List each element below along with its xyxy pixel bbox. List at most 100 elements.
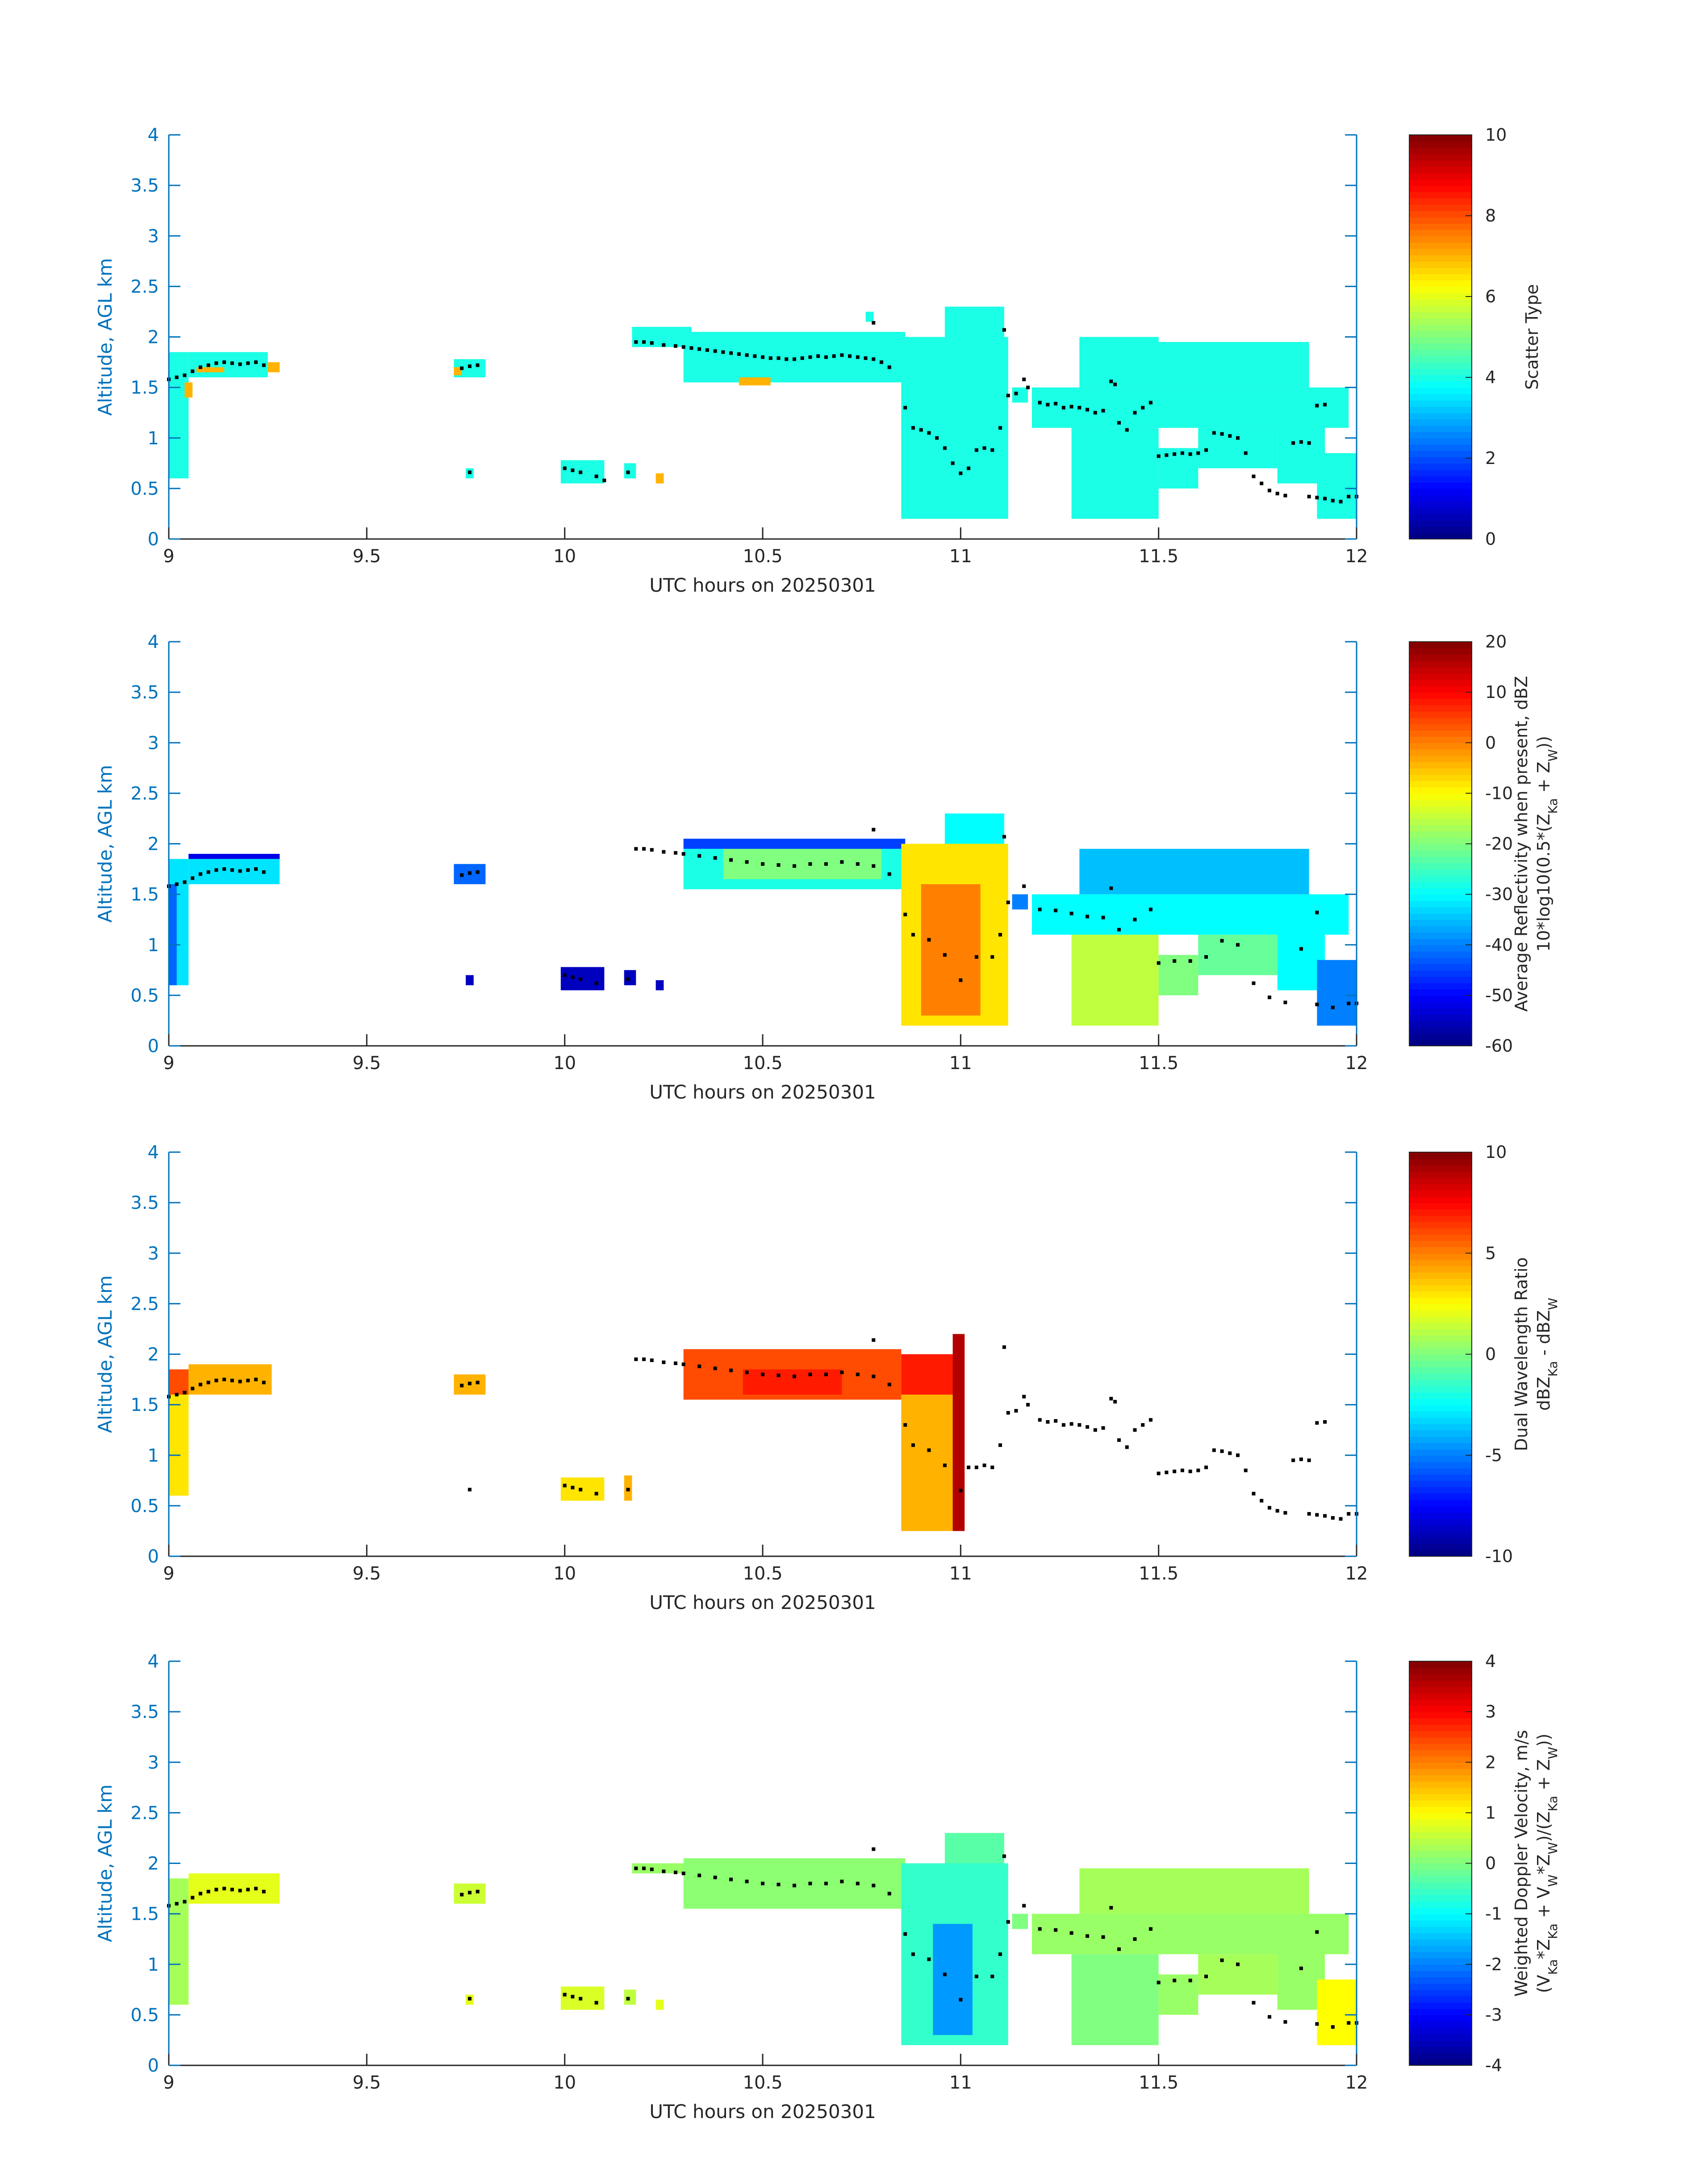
heatmap-cell <box>1158 448 1199 489</box>
profile-marker <box>911 1443 915 1447</box>
x-tick-label: 9.5 <box>353 2073 381 2093</box>
colorbar-swatch <box>1409 1806 1472 1813</box>
colorbar-swatch <box>1409 501 1472 508</box>
colorbar-swatch <box>1409 438 1472 445</box>
profile-markers <box>167 1847 1358 2029</box>
colorbar-swatch <box>1409 355 1472 363</box>
profile-marker <box>1101 915 1105 919</box>
colorbar-swatch <box>1409 1379 1472 1387</box>
profile-marker <box>642 1866 646 1870</box>
profile-marker <box>1220 939 1224 943</box>
profile-marker <box>673 344 677 348</box>
profile-marker <box>262 363 266 367</box>
profile-marker <box>911 933 915 937</box>
profile-marker <box>681 345 685 349</box>
profile-marker <box>1347 1512 1351 1516</box>
profile-marker <box>998 933 1002 937</box>
colorbar-swatch <box>1409 1404 1472 1412</box>
y-tick-label: 0 <box>148 1546 159 1567</box>
profile-marker <box>1204 1465 1208 1469</box>
colorbar-swatch <box>1409 882 1472 889</box>
profile-marker <box>1291 1458 1295 1462</box>
colorbar-swatch <box>1409 749 1472 756</box>
y-tick-label: 1.5 <box>130 1395 159 1416</box>
colorbar-swatch <box>1409 1989 1472 1997</box>
profile-marker <box>729 858 733 862</box>
colorbar-swatch <box>1409 1474 1472 1481</box>
profile-marker <box>1220 1958 1224 1962</box>
colorbar-swatch <box>1409 286 1472 293</box>
colorbar-swatch <box>1409 1863 1472 1870</box>
heatmap-cell <box>184 382 193 398</box>
x-tick-label: 11 <box>949 546 972 567</box>
profile-marker <box>1331 1006 1335 1010</box>
profile-marker <box>579 977 583 981</box>
profile-marker <box>246 1379 250 1383</box>
x-axis-label: UTC hours on 20250301 <box>649 2101 876 2123</box>
colorbar-swatch <box>1409 1158 1472 1166</box>
profile-marker <box>642 340 646 344</box>
profile-marker <box>222 1887 226 1891</box>
profile-marker <box>1069 1931 1073 1935</box>
profile-marker <box>1038 401 1042 405</box>
profile-marker <box>626 1997 630 2001</box>
y-tick-label: 2 <box>148 834 159 855</box>
colorbar-tick-label: -10 <box>1485 783 1513 803</box>
colorbar-swatch <box>1409 507 1472 514</box>
colorbar-swatch <box>1409 932 1472 939</box>
colorbar-swatch <box>1409 1348 1472 1355</box>
profile-marker <box>1141 1423 1145 1427</box>
profile-marker <box>1188 1469 1192 1473</box>
profile-marker <box>927 938 931 942</box>
profile-marker <box>1133 1428 1137 1432</box>
profile-marker <box>911 1952 915 1956</box>
y-tick-label: 1.5 <box>130 378 159 398</box>
colorbar-swatch <box>1409 1430 1472 1437</box>
colorbar-swatch <box>1409 1831 1472 1839</box>
colorbar-frame <box>1409 134 1472 539</box>
colorbar-swatch <box>1409 1762 1472 1769</box>
profile-marker <box>1307 441 1311 445</box>
colorbar-tick-label: 4 <box>1485 1651 1496 1671</box>
y-tick-label: 2 <box>148 1854 159 1874</box>
colorbar-swatch <box>1409 406 1472 414</box>
heatmap-cells <box>169 306 1357 519</box>
colorbar-swatch <box>1409 141 1472 148</box>
profile-marker <box>816 354 820 358</box>
colorbar-swatch <box>1409 888 1472 895</box>
colorbar-swatch <box>1409 1667 1472 1675</box>
profile-marker <box>1113 382 1117 386</box>
colorbar-swatch <box>1409 1907 1472 1914</box>
profile-marker <box>1228 1451 1232 1455</box>
profile-marker <box>1054 1928 1058 1932</box>
colorbar-swatch <box>1409 311 1472 319</box>
colorbar-swatch <box>1409 926 1472 933</box>
x-axis-label: UTC hours on 20250301 <box>649 1592 876 1613</box>
profile-marker <box>1026 385 1030 389</box>
colorbar-swatch <box>1409 2014 1472 2022</box>
profile-marker <box>967 1465 971 1469</box>
heatmap-cell <box>1158 1974 1199 2015</box>
profile-marker <box>998 1952 1002 1956</box>
x-tick-label: 11.5 <box>1139 1563 1178 1584</box>
profile-marker <box>1339 500 1343 504</box>
colorbar-swatch <box>1409 970 1472 977</box>
colorbar-swatch <box>1409 1392 1472 1399</box>
colorbar-swatch <box>1409 774 1472 781</box>
profile-marker <box>943 1972 947 1976</box>
heatmap-cell <box>188 1873 280 1904</box>
profile-marker <box>1323 403 1327 407</box>
profile-marker <box>697 1873 702 1877</box>
profile-marker <box>1347 494 1351 498</box>
colorbar-label: 10*log10(0.5*(ZKa + ZW)) <box>1534 736 1560 952</box>
colorbar-swatch <box>1409 299 1472 306</box>
colorbar-swatch <box>1409 1272 1472 1279</box>
colorbar-swatch <box>1409 1304 1472 1311</box>
colorbar-swatch <box>1409 679 1472 686</box>
profile-marker <box>974 1465 978 1469</box>
colorbar-swatch <box>1409 1737 1472 1744</box>
colorbar-swatch <box>1409 1951 1472 1959</box>
